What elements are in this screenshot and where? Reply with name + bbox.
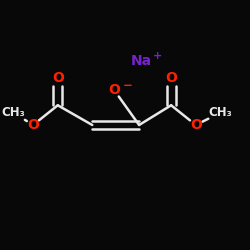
- Text: O: O: [52, 71, 64, 85]
- Text: O: O: [165, 71, 177, 85]
- Text: CH₃: CH₃: [2, 106, 25, 119]
- Text: +: +: [153, 52, 162, 62]
- Text: O: O: [27, 118, 39, 132]
- Text: O: O: [108, 84, 120, 98]
- Text: O: O: [190, 118, 202, 132]
- Text: −: −: [123, 78, 133, 92]
- Text: Na: Na: [131, 54, 152, 68]
- Text: CH₃: CH₃: [208, 106, 232, 119]
